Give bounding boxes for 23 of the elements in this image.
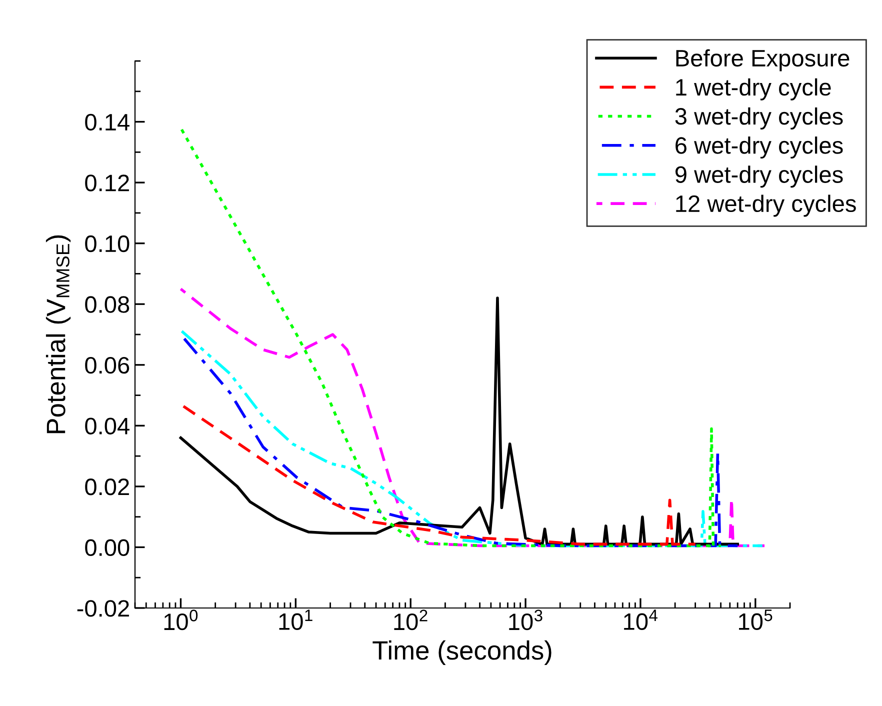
y-tick-label: 0.00 xyxy=(85,539,130,556)
y-tick-label: -0.02 xyxy=(77,600,129,617)
y-axis-title: Potential (V$_{MMSE}$) xyxy=(46,235,71,434)
y-tick-label: 0.02 xyxy=(85,478,129,496)
y-tick-label: 0.06 xyxy=(85,356,130,374)
legend-label: Before Exposure xyxy=(676,49,850,72)
y-tick-label: 0.04 xyxy=(85,418,130,434)
legend-label: 9 wet-dry cycles xyxy=(675,166,843,188)
y-tick-label: 0.12 xyxy=(85,174,129,192)
legend-label: 12 wet-dry cycles xyxy=(676,194,856,217)
y-tick-label: 0.08 xyxy=(85,296,130,313)
y-tick-label: 0.10 xyxy=(85,235,130,252)
x-axis-title: Time (seconds) xyxy=(372,640,552,666)
x-tick-label: 10$^{2}$ xyxy=(394,610,428,630)
legend-label: 1 wet-dry cycle xyxy=(676,78,831,100)
x-tick-label: 10$^{1}$ xyxy=(279,610,312,630)
x-tick-label: 10$^{4}$ xyxy=(624,610,658,630)
x-tick-label: 10$^{3}$ xyxy=(509,610,542,630)
x-tick-label: 10$^{5}$ xyxy=(739,610,772,630)
x-tick-label: 10$^{0}$ xyxy=(164,610,198,630)
legend-label: 3 wet-dry cycles xyxy=(675,107,843,130)
legend-label: 6 wet-dry cycles xyxy=(676,136,843,159)
y-tick-label: 0.14 xyxy=(85,114,130,131)
